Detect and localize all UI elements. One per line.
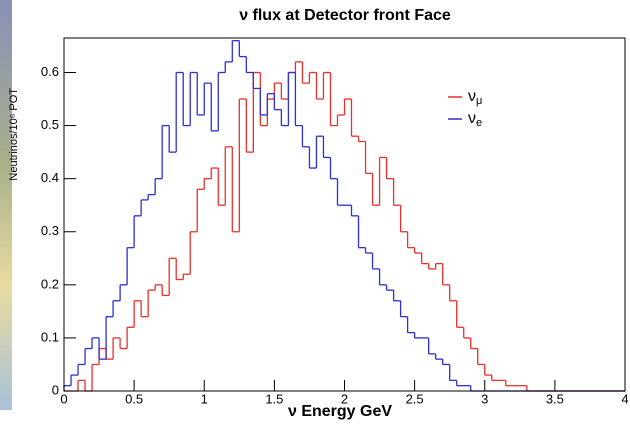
x-axis-label: ν Energy GeV — [288, 403, 392, 420]
x-tick-label: 1.5 — [265, 391, 283, 406]
y-tick-label: 0.5 — [41, 117, 59, 132]
x-tick-label: 0 — [60, 391, 67, 406]
chart-title: ν flux at Detector front Face — [239, 7, 451, 24]
plot-frame — [63, 37, 626, 392]
legend-label: νμ — [468, 88, 482, 107]
x-tick-label: 2 — [341, 391, 348, 406]
x-tick-label: 3.5 — [546, 391, 564, 406]
y-tick-label: 0 — [52, 382, 59, 397]
legend-label: νe — [468, 110, 482, 129]
y-tick-label: 0.4 — [41, 170, 59, 185]
x-tick-label: 1 — [201, 391, 208, 406]
x-tick-label: 3 — [481, 391, 488, 406]
y-tick-label: 0.1 — [41, 329, 59, 344]
y-axis-label: Neutrinos/10⁶ POT — [8, 88, 20, 181]
y-tick-label: 0.3 — [41, 223, 59, 238]
background-photo-strip — [0, 0, 12, 410]
x-tick-label: 2.5 — [406, 391, 424, 406]
y-tick-label: 0.6 — [41, 64, 59, 79]
x-tick-label: 0.5 — [125, 391, 143, 406]
x-tick-label: 4 — [621, 391, 628, 406]
y-tick-label: 0.2 — [41, 276, 59, 291]
